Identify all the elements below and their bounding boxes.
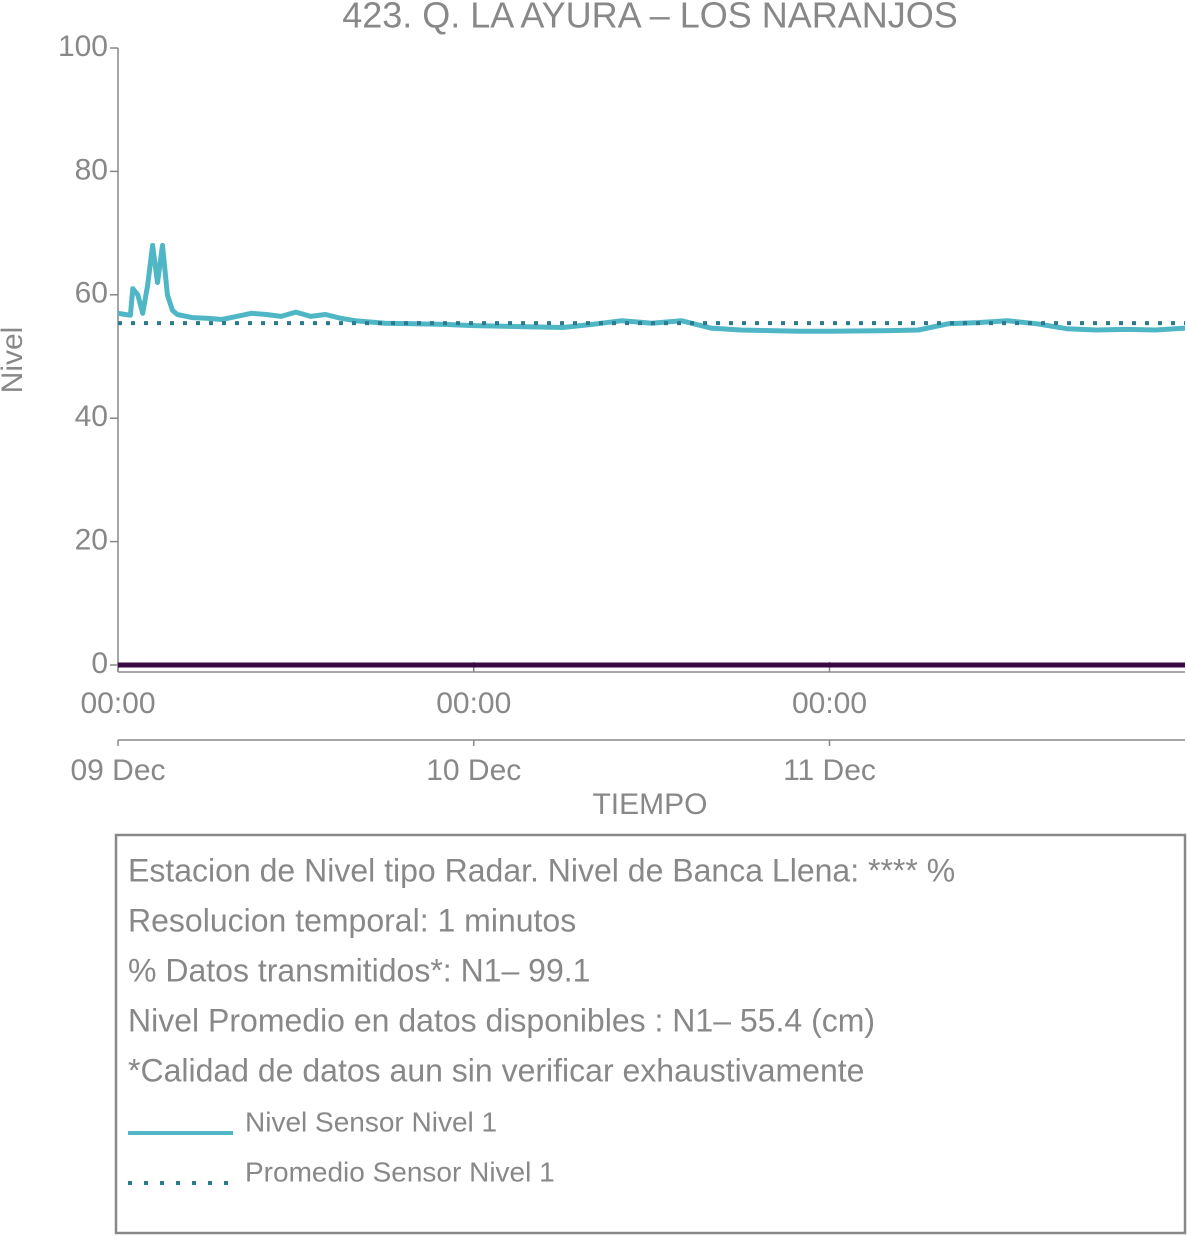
y-axis-label: Nivel: [0, 327, 29, 394]
info-line: Nivel Promedio en datos disponibles : N1…: [128, 1002, 875, 1038]
y-tick-label: 40: [75, 400, 108, 433]
y-tick-label: 0: [91, 647, 108, 680]
line: [117, 242, 1186, 334]
legend-label: Nivel Sensor Nivel 1: [245, 1106, 497, 1137]
x-axis-label: TIEMPO: [592, 788, 707, 821]
x-date-label: 10 Dec: [426, 754, 521, 787]
y-tick-label: 60: [75, 277, 108, 310]
x-tick-label: 00:00: [792, 687, 867, 720]
x-date-label: 09 Dec: [70, 754, 165, 787]
info-line: *Calidad de datos aun sin verificar exha…: [128, 1052, 864, 1088]
y-tick-label: 20: [75, 524, 108, 557]
x-tick-label: 00:00: [436, 687, 511, 720]
info-line: % Datos transmitidos*: N1– 99.1: [128, 952, 590, 988]
info-box: [114, 833, 1187, 1235]
x-tick-label: 00:00: [80, 687, 155, 720]
chart-title: 423. Q. LA AYURA – LOS NARANJOS: [342, 0, 958, 36]
info-line: Estacion de Nivel tipo Radar. Nivel de B…: [128, 852, 955, 888]
legend-label: Promedio Sensor Nivel 1: [245, 1156, 555, 1187]
x-date-label: 11 Dec: [783, 754, 876, 787]
y-tick-label: 100: [58, 30, 108, 63]
info-line: Resolucion temporal: 1 minutos: [128, 902, 576, 938]
y-tick-label: 80: [75, 153, 108, 186]
